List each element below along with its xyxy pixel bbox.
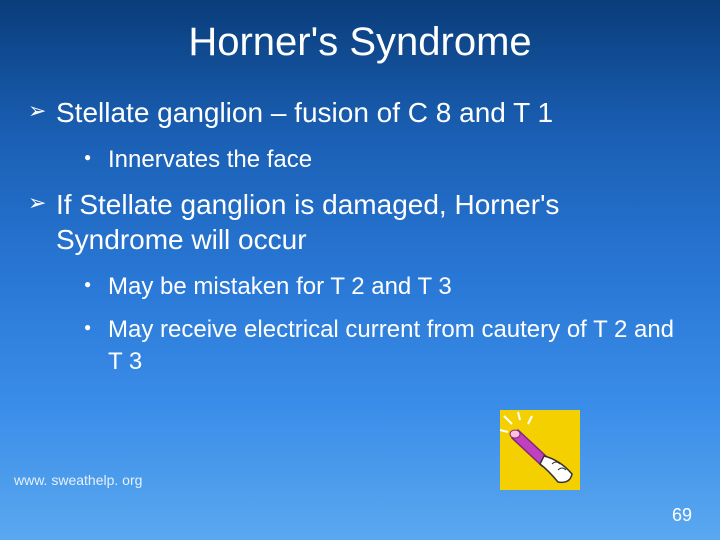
slide-title: Horner's Syndrome [28, 20, 692, 65]
bullet-subitem: Innervates the face [28, 144, 692, 175]
cautery-clipart-icon [500, 410, 580, 490]
bullet-text: If Stellate ganglion is damaged, Horner'… [56, 189, 559, 255]
slide-container: Horner's Syndrome Stellate ganglion – fu… [0, 0, 720, 540]
footer-url: www. sweathelp. org [14, 472, 142, 488]
bullet-text: May be mistaken for T 2 and T 3 [108, 273, 452, 300]
bullet-item: Stellate ganglion – fusion of C 8 and T … [28, 95, 692, 130]
page-number: 69 [672, 505, 692, 526]
bullet-text: Innervates the face [108, 146, 312, 173]
bullet-subitem: May be mistaken for T 2 and T 3 [28, 271, 692, 302]
bullet-text: May receive electrical current from caut… [108, 316, 674, 374]
bullet-text: Stellate ganglion – fusion of C 8 and T … [56, 97, 553, 128]
bullet-subitem: May receive electrical current from caut… [28, 314, 692, 376]
bullet-item: If Stellate ganglion is damaged, Horner'… [28, 187, 692, 257]
